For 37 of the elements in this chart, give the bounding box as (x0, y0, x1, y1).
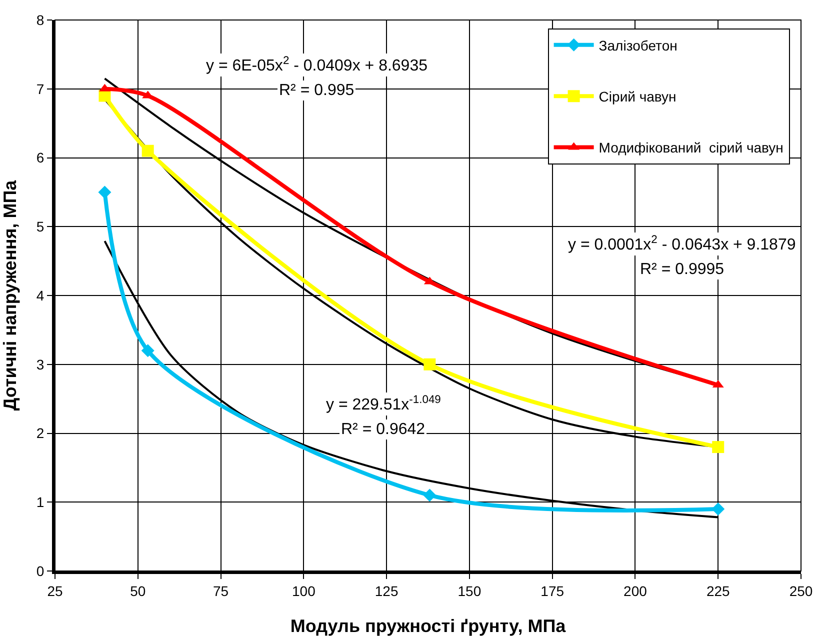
x-tick-label: 25 (47, 582, 63, 599)
annotation: R² = 0.995 (279, 82, 354, 99)
y-tick-label: 5 (36, 218, 44, 235)
legend-label: Залізобетон (598, 37, 678, 54)
x-tick-label: 175 (540, 582, 564, 599)
point (424, 358, 436, 370)
annotation: R² = 0.9995 (640, 261, 724, 278)
x-axis-title: Модуль пружності ґрунту, МПа (290, 616, 567, 636)
x-tick-label: 150 (458, 582, 482, 599)
y-tick-label: 3 (36, 356, 44, 372)
point (141, 344, 154, 358)
x-tick-label: 125 (374, 582, 398, 599)
point (98, 186, 112, 199)
y-tick-label: 0 (36, 562, 44, 579)
y-tick-label: 1 (36, 494, 44, 510)
y-tick-label: 8 (36, 12, 44, 28)
x-tick-label: 250 (789, 582, 813, 599)
legend-label: Модифікований сірий чавун (598, 140, 784, 156)
point (142, 144, 154, 157)
y-axis-title: Дотичні напруження, МПа (0, 179, 20, 411)
annotation: y = 229.51x$^{-1.049}$ (326, 394, 441, 414)
annotation: R² = 0.9642 (341, 421, 426, 438)
legend-label: Сірий чавун (598, 88, 676, 105)
x-tick-label: 75 (212, 582, 229, 599)
annotation: y = 6E-05x$^{2}$ - 0.0409x + 8.6935 (206, 55, 428, 75)
point (712, 502, 725, 516)
y-tick-label: 2 (36, 425, 44, 442)
x-tick-label: 100 (292, 582, 316, 599)
x-tick-label: 50 (130, 582, 146, 599)
point (712, 441, 724, 454)
x-tick-label: 225 (706, 582, 730, 599)
y-tick-label: 7 (36, 80, 44, 97)
point (423, 488, 436, 502)
x-tick-label: 200 (624, 582, 648, 599)
y-tick-label: 6 (36, 150, 44, 166)
annotation: y = 0.0001x$^{2}$ - 0.0643x + 9.1879 (568, 234, 796, 254)
y-tick-label: 4 (36, 287, 44, 304)
